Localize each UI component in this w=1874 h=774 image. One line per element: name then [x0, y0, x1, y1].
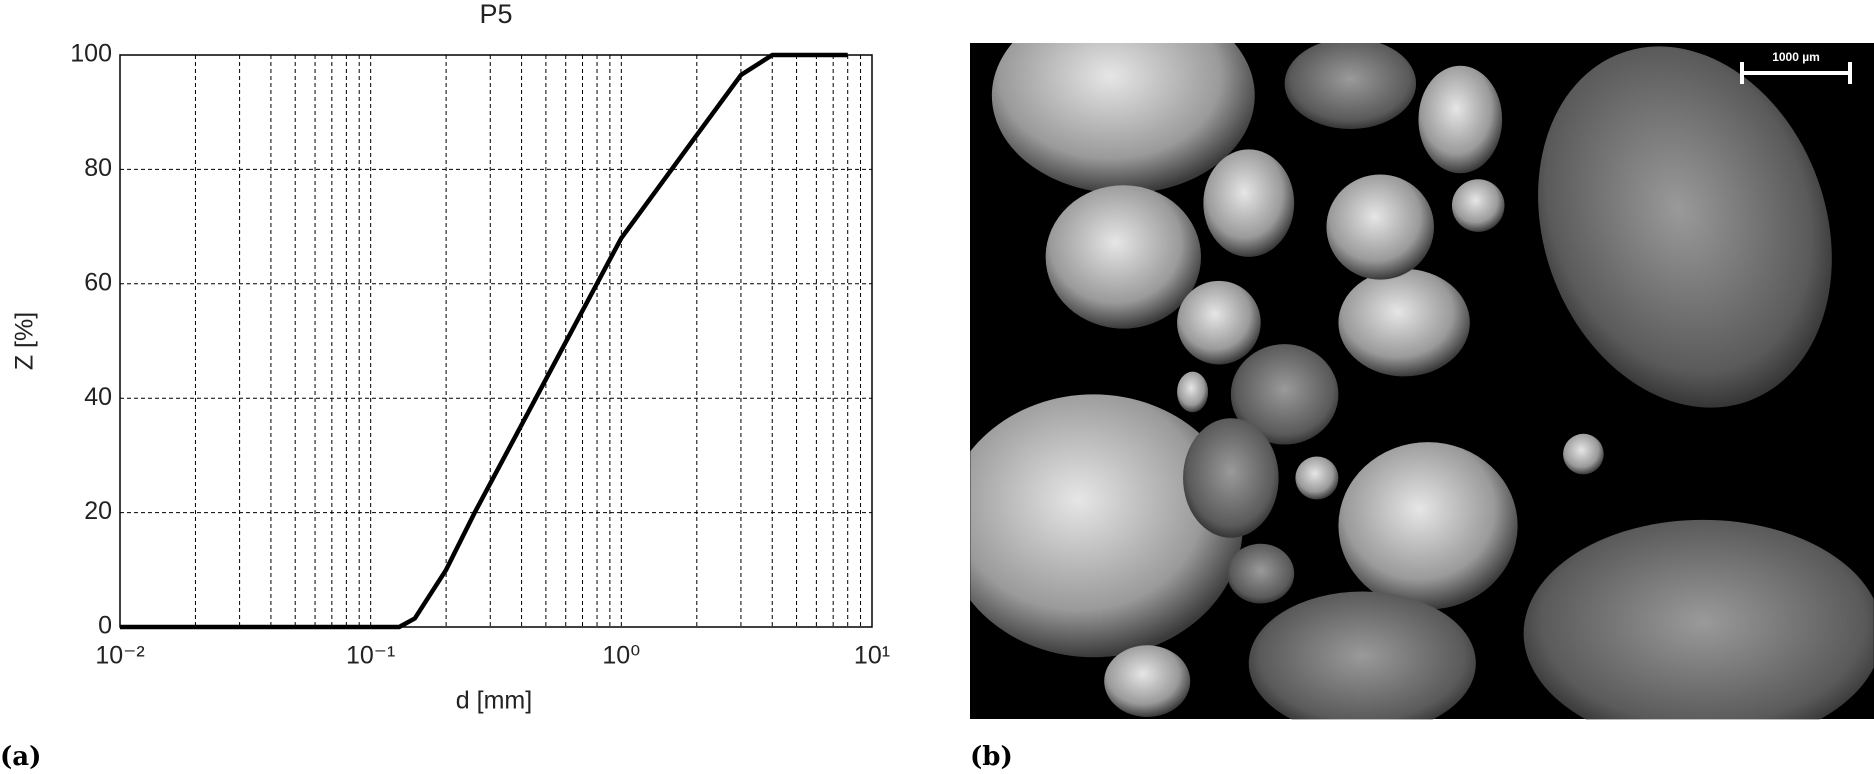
chart-title: P5 [479, 0, 512, 29]
x-axis-label: d [mm] [456, 687, 532, 715]
panel-label: (a) [0, 742, 41, 772]
plot-frame [119, 54, 873, 628]
y-tick-label: 60 [84, 268, 112, 296]
y-tick-label: 100 [70, 40, 112, 68]
photo: 1000 µm [970, 43, 1874, 720]
y-tick-label: 20 [84, 497, 112, 525]
x-tick-label: 10¹ [854, 642, 890, 670]
x-tick-label: 10⁻² [95, 642, 144, 670]
y-tick-label: 80 [84, 154, 112, 182]
y-tick-label: 40 [84, 383, 112, 411]
panel-label: (b) [970, 742, 1013, 772]
x-tick-label: 10⁻¹ [346, 642, 395, 670]
plot-area [120, 55, 872, 627]
scale-bar-label: 1000 µm [1772, 50, 1820, 64]
data-line [120, 52, 848, 630]
sand-grains [970, 43, 1874, 720]
chart: P5 d [mm] Z [%] 10⁻² 10⁻¹ 10⁰ 10¹ 0 20 40 60 80 1… [11, 0, 890, 715]
y-tick-label: 0 [98, 612, 112, 640]
y-axis-label: Z [%] [11, 312, 39, 370]
x-tick-label: 10⁰ [602, 642, 640, 670]
